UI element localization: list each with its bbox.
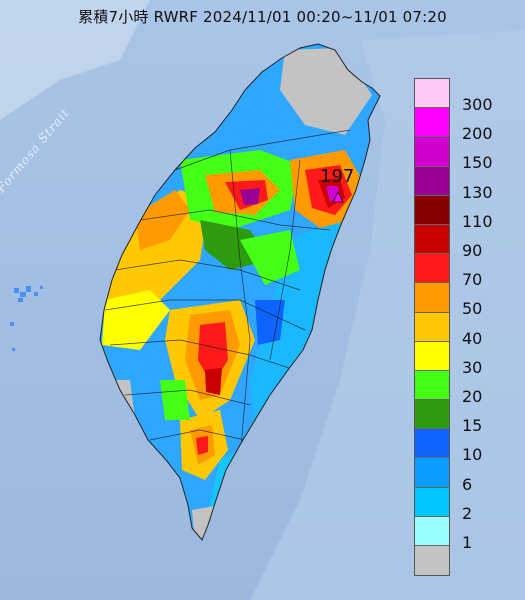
- legend-label: 110: [462, 211, 493, 231]
- legend-label: 200: [462, 124, 493, 144]
- ocean-texture: [250, 30, 525, 600]
- ocean-texture-2: [0, 0, 150, 120]
- legend-label: 70: [462, 270, 483, 290]
- legend-swatch: [415, 137, 449, 167]
- legend-swatch: [415, 108, 449, 138]
- legend-swatch: [415, 79, 449, 109]
- legend-swatch: [415, 254, 449, 284]
- legend-label: 10: [462, 445, 483, 465]
- legend-swatch: [415, 166, 449, 196]
- legend-swatch: [415, 195, 449, 225]
- legend-swatch: [415, 400, 449, 430]
- legend-swatch: [415, 546, 449, 576]
- legend-swatch: [415, 458, 449, 488]
- legend-label: 1: [462, 533, 473, 552]
- legend-label: 130: [462, 182, 493, 202]
- legend-label: 20: [462, 387, 483, 406]
- max-value-label: 197: [320, 166, 355, 187]
- taiwan-coastline: [99, 43, 381, 541]
- legend-swatch: [415, 370, 449, 401]
- legend-label: 6: [462, 474, 473, 494]
- legend-swatch: [415, 429, 449, 459]
- legend-label: 2: [462, 503, 473, 523]
- legend-swatch: [415, 312, 449, 342]
- legend-swatch: [415, 341, 449, 371]
- map-title: 累積7小時 RWRF 2024/11/01 00:20~11/01 07:20: [78, 8, 447, 26]
- legend-label: 150: [462, 153, 493, 173]
- legend-swatch: [415, 224, 449, 255]
- legend-label: 50: [462, 299, 483, 319]
- legend-swatch: [415, 516, 449, 546]
- offshore-echoes: [10, 286, 43, 351]
- max-marker-icon: [332, 191, 344, 203]
- legend-label: 300: [462, 95, 493, 114]
- legend-label: 40: [462, 328, 483, 348]
- legend-label: 90: [462, 241, 483, 260]
- legend-swatch: [415, 487, 449, 517]
- color-legend: [414, 78, 450, 577]
- legend-swatch: [415, 283, 449, 313]
- legend-label: 30: [462, 357, 483, 377]
- legend-label: 15: [462, 416, 483, 436]
